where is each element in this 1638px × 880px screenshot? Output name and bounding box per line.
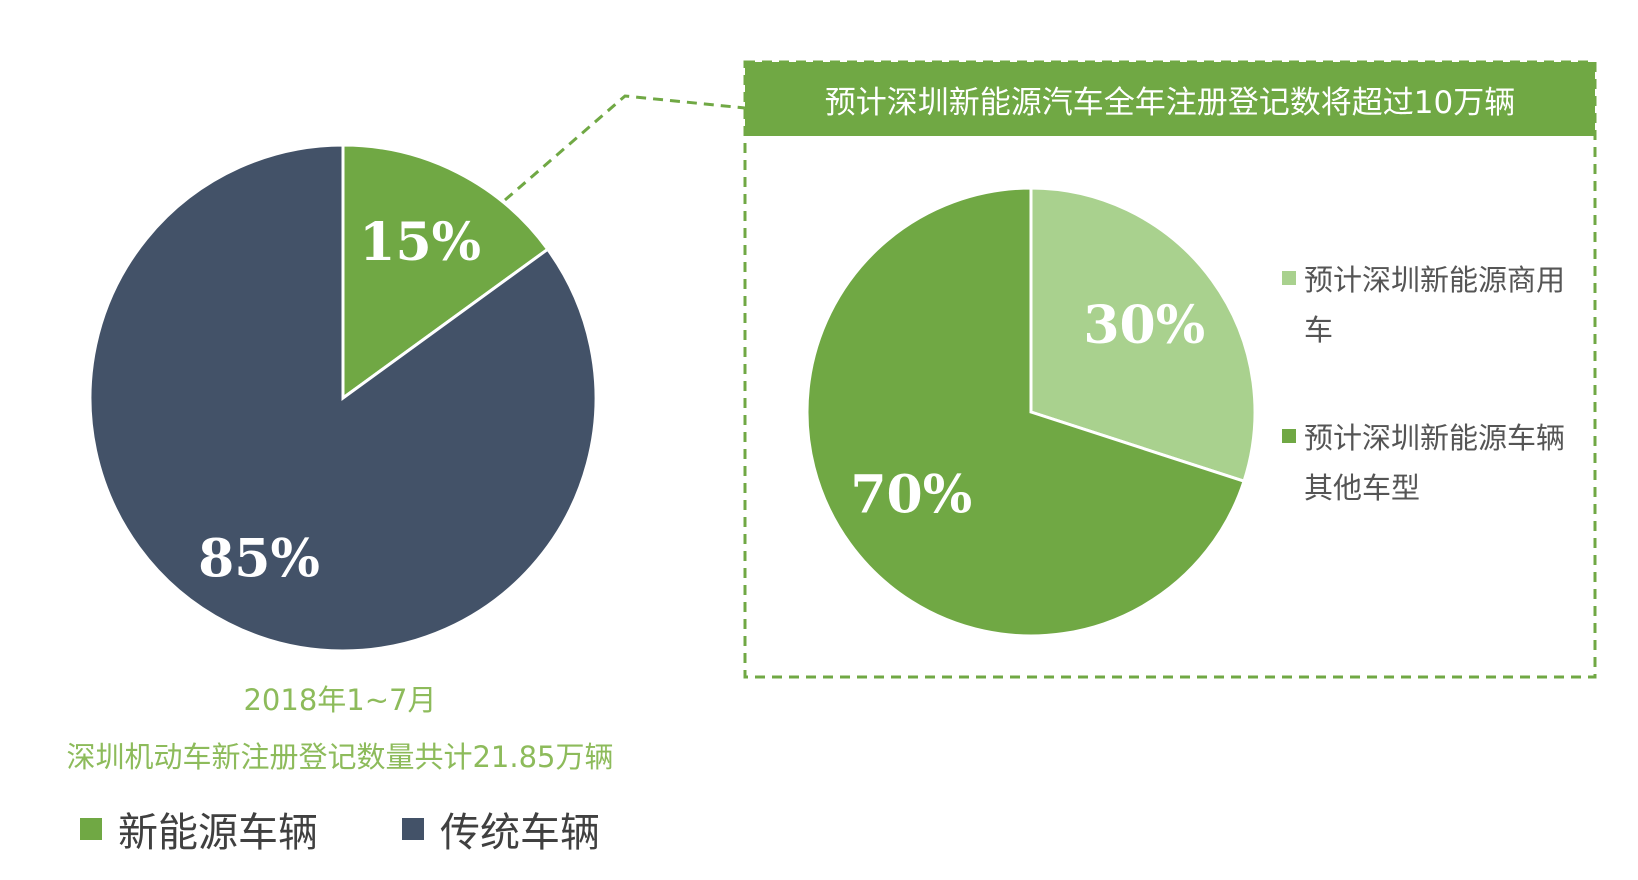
- legend-swatch-commercial: [1282, 271, 1296, 285]
- pie-label-commercial: 30%: [1083, 295, 1205, 356]
- forecast-box-title: 预计深圳新能源汽车全年注册登记数将超过10万辆: [745, 62, 1595, 136]
- legend-label-traditional: 传统车辆: [440, 810, 600, 856]
- pie-chart-forecast: 30% 70%: [805, 186, 1257, 638]
- legend-swatch-traditional: [402, 818, 424, 840]
- zoom-connector-line: [504, 94, 746, 202]
- legend-item-traditional: 传统车辆: [402, 800, 600, 858]
- left-pie-caption-period: 2018年1~7月: [243, 683, 437, 717]
- legend-item-other-types: 预计深圳新能源车辆其他车型: [1282, 413, 1572, 513]
- pie-slice-traditional: [88, 143, 598, 653]
- legend-label-new-energy: 新能源车辆: [118, 810, 318, 856]
- pie-label-other-types: 70%: [850, 464, 972, 525]
- pie-slice-commercial: [1029, 186, 1257, 484]
- pie-chart-new-registrations: 15% 85%: [88, 143, 598, 653]
- legend-swatch-new-energy: [80, 818, 102, 840]
- pie-label-traditional: 85%: [198, 528, 320, 589]
- pie-slice-new-energy: [341, 143, 550, 401]
- left-pie-caption-total: 深圳机动车新注册登记数量共计21.85万辆: [66, 740, 614, 774]
- pie-slice-other-types: [805, 186, 1246, 638]
- legend-swatch-other-types: [1282, 429, 1296, 443]
- pie-label-new-energy: 15%: [359, 212, 481, 273]
- legend-item-new-energy: 新能源车辆: [80, 800, 318, 858]
- legend-item-commercial: 预计深圳新能源商用车: [1282, 255, 1572, 355]
- legend-label-other-types: 预计深圳新能源车辆其他车型: [1304, 421, 1566, 505]
- legend-label-commercial: 预计深圳新能源商用车: [1304, 263, 1566, 347]
